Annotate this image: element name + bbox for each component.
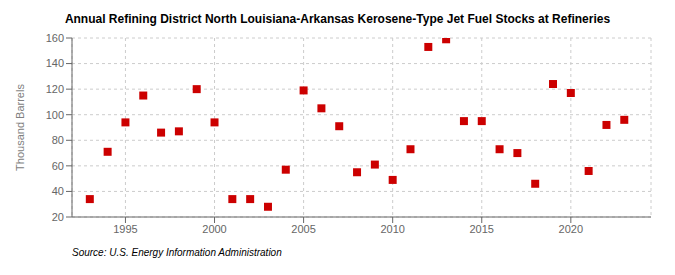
svg-text:Thousand Barrels: Thousand Barrels <box>14 84 26 171</box>
svg-text:40: 40 <box>52 185 64 197</box>
svg-text:80: 80 <box>52 134 64 146</box>
svg-text:140: 140 <box>46 57 64 69</box>
html-text:Annual Refining District North: Annual Refining District North Louisiana… <box>64 12 611 26</box>
svg-text:60: 60 <box>52 160 64 172</box>
svg-text:2010: 2010 <box>380 223 404 235</box>
svg-text:2015: 2015 <box>470 223 494 235</box>
html-text:Source: U.S. Energy Informatio: Source: U.S. Energy Information Administ… <box>72 247 282 258</box>
svg-text:2000: 2000 <box>202 223 226 235</box>
svg-text:120: 120 <box>46 83 64 95</box>
svg-text:1995: 1995 <box>113 223 137 235</box>
svg-text:160: 160 <box>46 32 64 44</box>
svg-text:2020: 2020 <box>559 223 583 235</box>
svg-text:100: 100 <box>46 109 64 121</box>
svg-text:20: 20 <box>52 211 64 223</box>
svg-text:2005: 2005 <box>291 223 315 235</box>
